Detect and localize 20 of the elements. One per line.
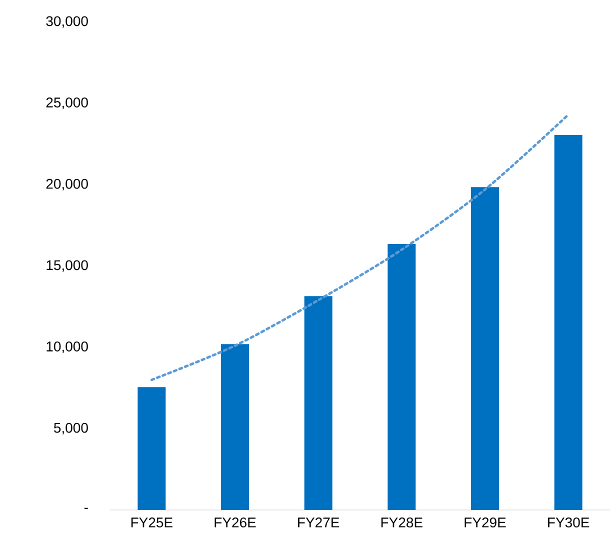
x-tick-label: FY29E — [464, 518, 506, 528]
x-tick-label: FY28E — [381, 518, 422, 528]
y-tick-label: 20,000 — [46, 178, 88, 190]
line-series — [150, 113, 570, 382]
y-tick-label: 5,000 — [54, 422, 88, 434]
bar — [470, 187, 499, 510]
x-tick-label: FY27E — [298, 518, 340, 528]
bar — [221, 344, 249, 510]
y-tick-label: 10,000 — [46, 342, 88, 354]
y-tick-label: - — [84, 508, 88, 509]
bar — [554, 135, 582, 510]
y-tick-label: 30,000 — [46, 16, 88, 28]
y-tick-label: 25,000 — [46, 98, 88, 110]
x-tick-label: FY25E — [131, 518, 172, 528]
x-tick-label: FY30E — [548, 518, 590, 528]
bar — [388, 244, 416, 510]
x-tick-label: FY26E — [214, 518, 256, 528]
bar — [138, 387, 166, 510]
y-tick-label: 15,000 — [46, 260, 88, 272]
bar — [304, 296, 332, 510]
